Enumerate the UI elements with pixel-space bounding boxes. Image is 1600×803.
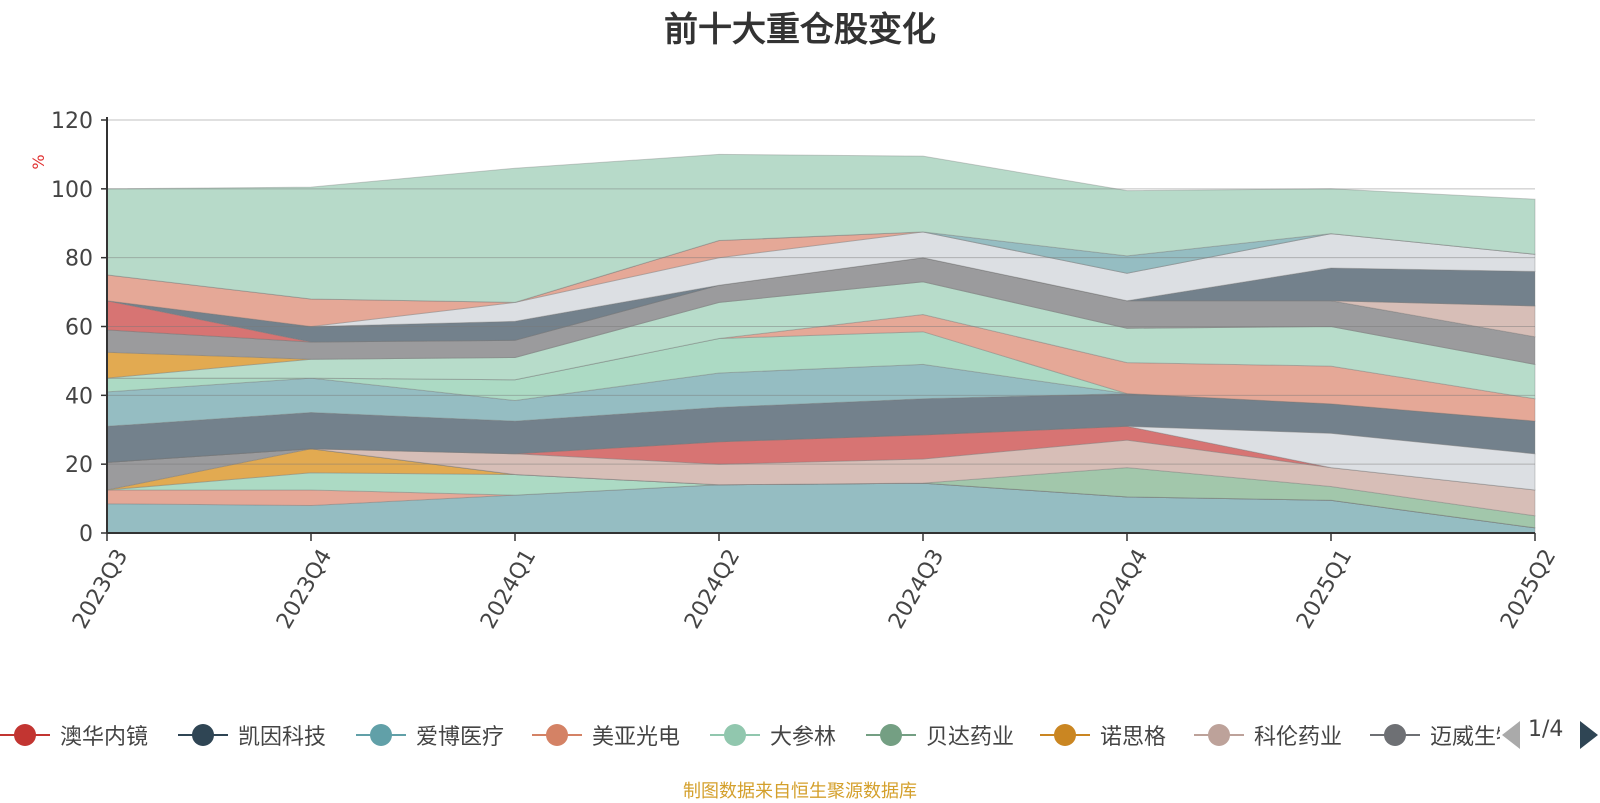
x-tick-label: 2023Q4 <box>272 545 337 633</box>
legend: 澳华内镜 凯因科技 爱博医疗 美亚光电 大参林 贝达药业 诺思格 科伦药业 迈威生物 <box>0 713 1500 757</box>
x-tick-label: 2024Q4 <box>1088 545 1153 633</box>
legend-dot-icon <box>1384 724 1406 746</box>
legend-item[interactable]: 爱博医疗 <box>356 713 531 757</box>
legend-item[interactable]: 迈威生物 <box>1370 713 1500 757</box>
legend-item[interactable]: 科伦药业 <box>1194 713 1369 757</box>
data-source-note: 制图数据来自恒生聚源数据库 <box>683 781 917 802</box>
area-series-group <box>106 153 1536 534</box>
legend-label: 凯因科技 <box>238 725 327 750</box>
legend-dot-icon <box>14 724 36 746</box>
area-series-13[interactable] <box>106 281 1536 400</box>
x-tick-label: 2024Q3 <box>884 545 949 633</box>
y-tick-label: 80 <box>65 247 93 272</box>
legend-page-indicator: 1/4 <box>1528 717 1564 742</box>
legend-item[interactable]: 澳华内镜 <box>0 713 175 757</box>
legend-item[interactable]: 凯因科技 <box>178 713 353 757</box>
legend-item[interactable]: 贝达药业 <box>866 713 1041 757</box>
y-tick-label: 40 <box>65 384 93 409</box>
area-series-22[interactable] <box>106 153 1536 303</box>
grid-lines <box>107 119 1535 465</box>
legend-dot-icon <box>724 724 746 746</box>
legend-label: 爱博医疗 <box>416 725 505 750</box>
y-tick-label: 0 <box>79 522 93 547</box>
y-axis-unit-label: % <box>29 154 48 169</box>
legend-pager: 1/4 <box>1500 713 1600 757</box>
legend-label: 迈威生物 <box>1430 725 1500 750</box>
legend-dot-icon <box>192 724 214 746</box>
x-tick-label: 2024Q2 <box>680 545 745 633</box>
legend-label: 美亚光电 <box>592 725 681 750</box>
legend-label: 贝达药业 <box>926 725 1015 750</box>
legend-label: 诺思格 <box>1100 725 1167 750</box>
area-series-9[interactable] <box>106 393 1536 463</box>
legend-label: 澳华内镜 <box>60 725 149 750</box>
area-series-15[interactable] <box>106 257 1536 366</box>
x-tick-label: 2025Q1 <box>1292 545 1357 633</box>
x-tick-label: 2024Q1 <box>476 545 541 633</box>
y-tick-label: 100 <box>51 178 93 203</box>
legend-dot-icon <box>1054 724 1076 746</box>
y-tick-label: 60 <box>65 316 93 341</box>
legend-dot-icon <box>880 724 902 746</box>
y-tick-label: 120 <box>51 109 93 134</box>
legend-label: 大参林 <box>770 725 837 750</box>
chart-title: 前十大重仓股变化 <box>664 10 936 50</box>
x-tick-label: 2025Q2 <box>1496 545 1561 633</box>
legend-item[interactable]: 大参林 <box>710 713 885 757</box>
legend-dot-icon <box>546 724 568 746</box>
legend-item[interactable]: 美亚光电 <box>532 713 707 757</box>
x-tick-label: 2023Q3 <box>68 545 133 633</box>
legend-dot-icon <box>370 724 392 746</box>
legend-dot-icon <box>1208 724 1230 746</box>
y-tick-label: 20 <box>65 453 93 478</box>
next-page-icon[interactable] <box>1580 721 1598 749</box>
legend-item[interactable]: 诺思格 <box>1040 713 1215 757</box>
prev-page-icon[interactable] <box>1502 721 1520 749</box>
legend-label: 科伦药业 <box>1254 725 1343 750</box>
